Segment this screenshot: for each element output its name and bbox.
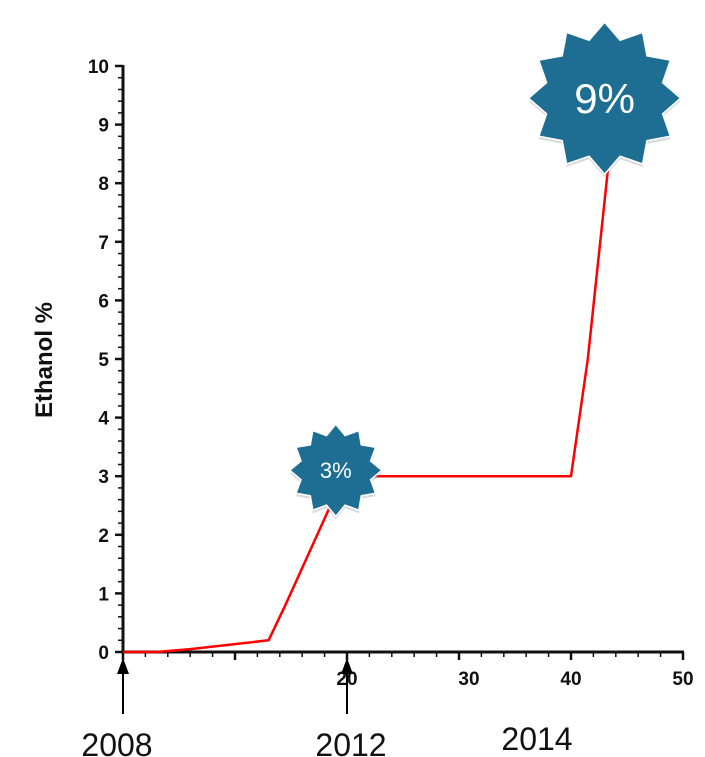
year-label: 2012 <box>315 727 386 757</box>
y-tick-label: 1 <box>98 584 109 605</box>
data-line <box>123 147 612 654</box>
year-arrow-head <box>341 658 353 674</box>
year-arrow-head <box>117 658 129 674</box>
y-tick-label: 9 <box>98 116 109 137</box>
y-tick-label: 8 <box>98 174 109 195</box>
x-tick-label: 40 <box>560 669 581 690</box>
x-tick-label: 50 <box>672 669 693 690</box>
badge-shape <box>288 423 383 518</box>
badges: 3% 9% <box>288 21 682 520</box>
year-arrows: 2008 2012 2014 <box>81 658 573 757</box>
badge-label: 3% <box>320 458 352 483</box>
y-axis-label: Ethanol % <box>31 302 58 418</box>
x-tick-label: 30 <box>458 669 479 690</box>
y-tick-label: 2 <box>98 526 109 547</box>
tick-marks <box>115 64 685 660</box>
y-tick-label: 10 <box>88 57 109 78</box>
badge-shape <box>527 21 682 176</box>
series-layer <box>123 147 612 654</box>
year-label: 2014 <box>501 721 572 757</box>
year-label: 2008 <box>81 727 152 757</box>
y-tick-label: 7 <box>98 233 109 254</box>
y-tick-label: 4 <box>98 409 109 430</box>
y-tick-label: 3 <box>98 467 109 488</box>
y-tick-label: 5 <box>98 350 109 371</box>
y-tick-label: 6 <box>98 291 109 312</box>
badge-label: 9% <box>574 75 635 122</box>
y-tick-label: 0 <box>98 643 109 664</box>
